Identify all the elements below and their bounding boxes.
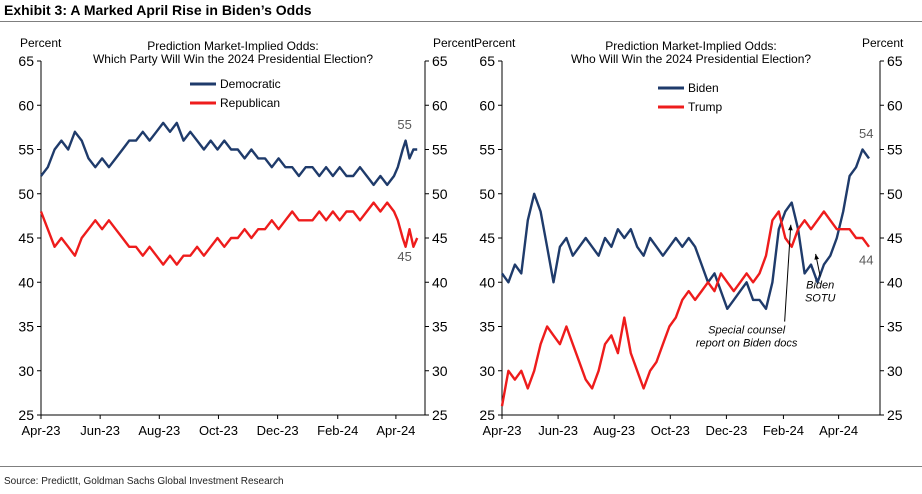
annotation-label: 55 xyxy=(397,117,411,132)
annotation-label: 44 xyxy=(859,253,873,268)
chart-party-odds: Prediction Market-Implied Odds:Which Par… xyxy=(18,36,475,438)
x-tick-label: Dec-23 xyxy=(257,423,299,438)
y-axis-label-right: Percent xyxy=(433,36,475,50)
series-line-trump xyxy=(500,210,870,407)
annotation-label: report on Biden docs xyxy=(696,338,798,350)
y-tick-label-right: 40 xyxy=(887,274,903,290)
series-line-biden xyxy=(501,148,870,310)
annotation-label: 45 xyxy=(397,249,411,264)
y-tick-label-right: 45 xyxy=(432,230,448,246)
y-tick-label-right: 50 xyxy=(432,186,448,202)
bottom-rule xyxy=(0,466,922,467)
x-tick-label: Jun-23 xyxy=(538,423,578,438)
chart-title-line: Prediction Market-Implied Odds: xyxy=(147,39,318,53)
y-tick-label-right: 30 xyxy=(887,363,903,379)
y-tick-label-left: 35 xyxy=(479,319,495,335)
x-tick-label: Oct-23 xyxy=(651,423,690,438)
y-tick-label-left: 50 xyxy=(479,186,495,202)
annotation-label: Biden xyxy=(806,279,834,291)
chart-title-line: Prediction Market-Implied Odds: xyxy=(605,39,776,53)
y-tick-label-right: 35 xyxy=(887,319,903,335)
y-axis-label-left: Percent xyxy=(474,36,516,50)
annotation-arrowhead xyxy=(814,253,820,260)
annotation-label: Special counsel xyxy=(708,325,786,337)
y-axis-label-right: Percent xyxy=(862,36,904,50)
y-tick-label-left: 65 xyxy=(479,53,495,69)
x-tick-label: Apr-24 xyxy=(819,423,858,438)
x-tick-label: Feb-24 xyxy=(317,423,358,438)
chart-candidate-odds: Prediction Market-Implied Odds:Who Will … xyxy=(474,36,904,438)
x-tick-label: Dec-23 xyxy=(705,423,747,438)
y-axis-label-left: Percent xyxy=(20,36,62,50)
y-tick-label-left: 40 xyxy=(479,274,495,290)
legend-label: Republican xyxy=(220,96,280,110)
x-tick-label: Apr-24 xyxy=(376,423,415,438)
y-tick-label-right: 55 xyxy=(432,142,448,158)
x-tick-label: Oct-23 xyxy=(199,423,238,438)
y-tick-label-left: 55 xyxy=(479,142,495,158)
y-tick-label-left: 50 xyxy=(18,186,34,202)
y-tick-label-right: 45 xyxy=(887,230,903,246)
exhibit-title: Exhibit 3: A Marked April Rise in Biden’… xyxy=(4,2,312,18)
y-tick-label-left: 25 xyxy=(18,407,34,423)
y-tick-label-left: 60 xyxy=(18,97,34,113)
y-tick-label-left: 35 xyxy=(18,319,34,335)
y-tick-label-right: 25 xyxy=(432,407,448,423)
x-tick-label: Apr-23 xyxy=(482,423,521,438)
y-tick-label-left: 25 xyxy=(479,407,495,423)
y-tick-label-right: 40 xyxy=(432,274,448,290)
x-tick-label: Aug-23 xyxy=(138,423,180,438)
x-tick-label: Jun-23 xyxy=(80,423,120,438)
top-rule xyxy=(0,21,922,22)
y-tick-label-left: 45 xyxy=(479,230,495,246)
x-tick-label: Aug-23 xyxy=(593,423,635,438)
y-tick-label-right: 60 xyxy=(887,97,903,113)
y-tick-label-left: 30 xyxy=(18,363,34,379)
annotation-arrowhead xyxy=(788,224,793,231)
source-note: Source: PredictIt, Goldman Sachs Global … xyxy=(4,476,284,487)
y-tick-label-right: 60 xyxy=(432,97,448,113)
annotation-arrow xyxy=(784,224,792,322)
chart-title-line: Who Will Win the 2024 Presidential Elect… xyxy=(571,52,811,66)
y-tick-label-left: 55 xyxy=(18,142,34,158)
y-tick-label-right: 65 xyxy=(887,53,903,69)
legend-label: Democratic xyxy=(220,77,281,91)
y-tick-label-right: 65 xyxy=(432,53,448,69)
annotation-label: SOTU xyxy=(805,292,836,304)
legend-label: Trump xyxy=(688,100,723,114)
x-tick-label: Feb-24 xyxy=(763,423,804,438)
chart-title-line: Which Party Will Win the 2024 Presidenti… xyxy=(93,52,373,66)
y-tick-label-left: 30 xyxy=(479,363,495,379)
annotation-label: 54 xyxy=(859,126,873,141)
y-tick-label-left: 45 xyxy=(18,230,34,246)
y-tick-label-left: 65 xyxy=(18,53,34,69)
series-line-democratic xyxy=(40,121,418,187)
y-tick-label-right: 50 xyxy=(887,186,903,202)
y-tick-label-right: 25 xyxy=(887,407,903,423)
y-tick-label-right: 35 xyxy=(432,319,448,335)
x-tick-label: Apr-23 xyxy=(21,423,60,438)
y-tick-label-right: 55 xyxy=(887,142,903,158)
y-tick-label-right: 30 xyxy=(432,363,448,379)
y-tick-label-left: 60 xyxy=(479,97,495,113)
legend-label: Biden xyxy=(688,81,719,95)
y-tick-label-left: 40 xyxy=(18,274,34,290)
series-line-republican xyxy=(39,201,419,266)
